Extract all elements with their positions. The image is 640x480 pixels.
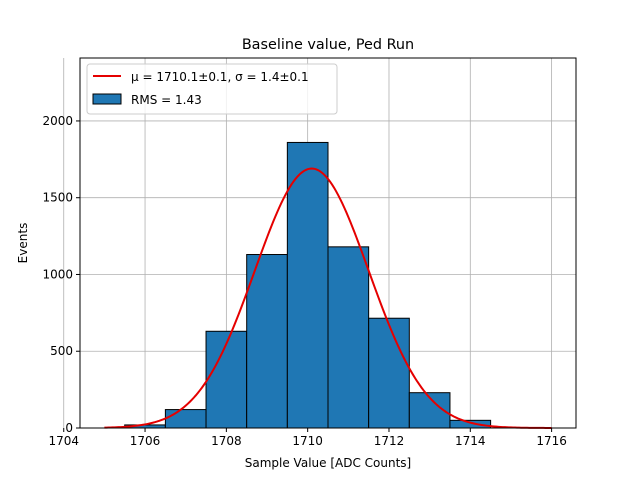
histogram-bar <box>246 254 288 429</box>
legend-histogram-swatch <box>92 93 122 105</box>
legend-fit-label: μ = 1710.1±0.1, σ = 1.4±0.1 <box>131 70 309 84</box>
x-tick-label: 1712 <box>374 434 405 448</box>
legend-histogram-label: RMS = 1.43 <box>131 93 202 107</box>
x-axis-ticks: 1704 1706 1708 1710 1712 1714 1716 <box>48 428 567 448</box>
legend-box <box>86 63 338 115</box>
histogram-bar <box>449 419 492 429</box>
x-tick-label: 1706 <box>130 434 161 448</box>
y-tick-label: 1500 <box>42 191 73 205</box>
y-tick-label: 0 <box>65 421 73 435</box>
x-axis-label: Sample Value [ADC Counts] <box>245 456 411 470</box>
fit-curve-layer <box>104 167 552 429</box>
x-tick-label: 1714 <box>455 434 486 448</box>
x-tick-label: 1716 <box>536 434 567 448</box>
histogram-bars <box>124 141 492 429</box>
y-tick-label: 500 <box>50 344 73 358</box>
x-tick-label: 1708 <box>211 434 242 448</box>
histogram-bar <box>327 246 370 429</box>
histogram-bar <box>286 141 329 429</box>
y-axis-label: Events <box>16 223 30 264</box>
y-axis-ticks: 0 500 1000 1500 2000 <box>42 114 80 435</box>
x-tick-label: 1704 <box>48 434 79 448</box>
y-tick-label: 2000 <box>42 114 73 128</box>
chart-title: Baseline value, Ped Run <box>242 37 414 53</box>
x-tick-label: 1710 <box>292 434 323 448</box>
y-tick-label: 1000 <box>42 267 73 281</box>
gaussian-fit-curve <box>104 167 552 429</box>
histogram-bar <box>164 409 207 429</box>
legend: μ = 1710.1±0.1, σ = 1.4±0.1 RMS = 1.43 <box>86 63 338 115</box>
axes-frame <box>79 57 577 429</box>
histogram-bar <box>368 317 410 429</box>
